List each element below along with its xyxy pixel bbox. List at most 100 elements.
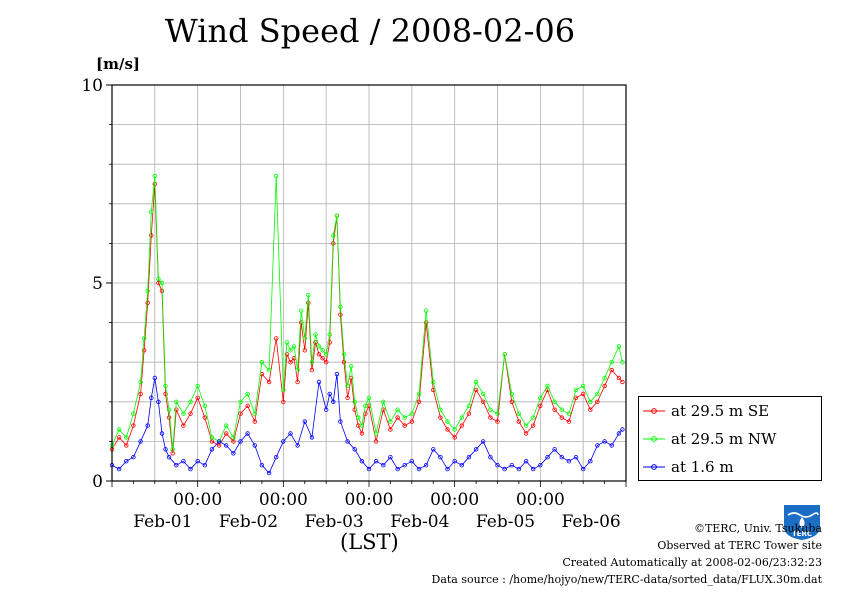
data-point xyxy=(495,463,500,468)
data-point xyxy=(466,411,472,416)
data-point xyxy=(274,173,279,179)
legend-swatch-low xyxy=(643,464,665,470)
footer-observed: Observed at TERC Tower site xyxy=(657,539,822,552)
data-point xyxy=(195,395,200,400)
data-point xyxy=(395,407,400,412)
data-point xyxy=(431,379,436,385)
data-point xyxy=(388,419,393,424)
data-point xyxy=(231,435,236,440)
legend-swatch-se xyxy=(643,408,665,414)
data-point xyxy=(352,447,357,452)
data-point xyxy=(559,407,564,412)
data-point xyxy=(223,431,229,436)
data-point xyxy=(116,427,122,432)
data-point xyxy=(531,415,536,420)
data-point xyxy=(616,375,622,381)
legend-item-se: at 29.5 m SE xyxy=(643,401,769,421)
data-point xyxy=(324,360,329,365)
data-point xyxy=(495,411,500,416)
data-point xyxy=(324,352,329,357)
data-point xyxy=(438,415,443,420)
footer-source: Data source : /home/hojyo/new/TERC-data/… xyxy=(431,573,823,586)
data-point xyxy=(488,415,493,420)
data-point xyxy=(223,423,229,428)
data-point xyxy=(274,336,279,341)
series-line-2 xyxy=(111,374,623,474)
data-point xyxy=(141,348,147,353)
footer-copyright: ©TERC, Univ. Tsukuba xyxy=(693,522,822,535)
data-point xyxy=(327,391,332,397)
chart-title: Wind Speed / 2008-02-06 xyxy=(164,12,576,50)
data-point xyxy=(156,399,161,404)
data-point xyxy=(488,407,493,412)
data-point xyxy=(124,443,129,448)
data-point xyxy=(309,360,315,365)
data-point xyxy=(252,419,257,424)
data-point xyxy=(149,395,154,400)
legend-label-low: at 1.6 m xyxy=(671,458,734,476)
data-point xyxy=(281,387,286,393)
data-point xyxy=(352,399,357,404)
data-point xyxy=(616,344,622,349)
x-time-label: 00:00 xyxy=(345,490,394,510)
data-point xyxy=(363,403,368,408)
data-point xyxy=(602,383,607,389)
data-point xyxy=(356,415,361,420)
data-point xyxy=(573,387,579,393)
data-point xyxy=(573,395,579,400)
x-date-label: Feb-06 xyxy=(562,512,621,532)
data-point xyxy=(616,431,622,436)
data-point xyxy=(202,403,207,408)
data-point xyxy=(409,411,414,416)
data-point xyxy=(170,451,175,456)
data-point xyxy=(302,348,307,353)
data-point xyxy=(523,423,529,428)
data-point xyxy=(423,308,429,313)
data-point xyxy=(131,423,136,428)
data-point xyxy=(334,213,340,218)
data-point xyxy=(416,466,422,472)
x-date-label: Feb-03 xyxy=(305,512,364,532)
data-point xyxy=(195,459,200,464)
data-point xyxy=(238,399,243,404)
data-point xyxy=(302,336,307,341)
data-point xyxy=(345,439,350,444)
x-axis-label: (LST) xyxy=(340,530,399,554)
data-point xyxy=(288,348,293,353)
data-point xyxy=(166,407,172,412)
data-point xyxy=(531,423,536,428)
data-point xyxy=(284,352,290,357)
data-point xyxy=(188,466,193,472)
data-point xyxy=(566,411,572,416)
data-point xyxy=(245,403,250,408)
legend-item-low: at 1.6 m xyxy=(643,457,734,477)
data-point xyxy=(566,459,572,464)
data-point xyxy=(252,443,257,448)
data-point xyxy=(245,431,250,436)
data-point xyxy=(188,411,193,416)
data-point xyxy=(288,431,293,436)
data-point xyxy=(438,407,443,412)
data-point xyxy=(359,459,365,464)
data-point xyxy=(452,427,457,432)
data-point xyxy=(366,395,372,400)
data-point xyxy=(274,455,279,460)
data-point xyxy=(216,443,222,448)
x-time-label: 00:00 xyxy=(173,490,222,510)
data-point xyxy=(288,360,293,365)
data-point xyxy=(295,443,300,448)
y-tick-label: 5 xyxy=(92,274,103,294)
data-point xyxy=(145,300,150,305)
data-point xyxy=(620,427,625,432)
data-point xyxy=(452,459,457,464)
data-point xyxy=(445,466,450,472)
y-axis-unit: [m/s] xyxy=(96,55,140,73)
data-point xyxy=(170,447,175,452)
data-point xyxy=(516,466,522,472)
data-point xyxy=(559,415,564,420)
data-point xyxy=(538,403,543,408)
data-point xyxy=(163,383,168,389)
data-point xyxy=(138,379,143,385)
data-point xyxy=(531,466,536,472)
